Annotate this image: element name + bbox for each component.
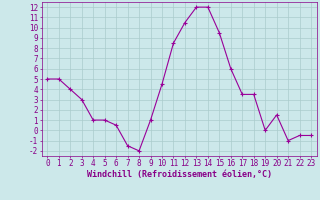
X-axis label: Windchill (Refroidissement éolien,°C): Windchill (Refroidissement éolien,°C): [87, 170, 272, 179]
